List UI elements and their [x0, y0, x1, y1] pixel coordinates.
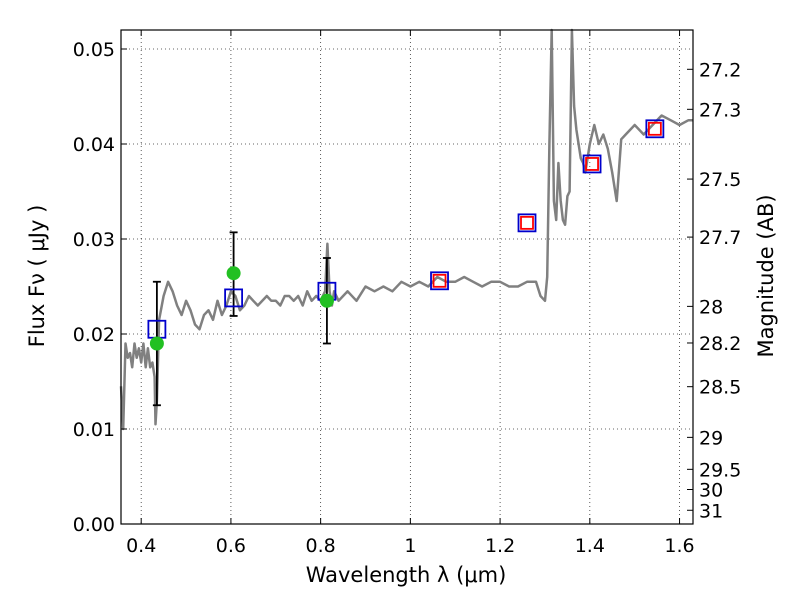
y-tick-label: 0.02 [73, 324, 115, 346]
right-tick-label: 29 [699, 427, 723, 449]
x-tick-label: 1.2 [485, 535, 515, 557]
grid [121, 30, 693, 525]
right-tick-label: 27.7 [699, 227, 741, 249]
right-tick-label: 28.2 [699, 333, 741, 355]
x-tick-label: 1.6 [664, 535, 694, 557]
tick-layer: 0.4 0.6 0.8 1 1.2 1.4 1.6 0.00 0.01 0.02 0.03 0.04 0… [73, 30, 741, 557]
errorbar-layer [152, 231, 331, 407]
spectrum-layer [119, 28, 693, 431]
y-tick-label: 0.05 [73, 39, 115, 61]
model-square-red [520, 215, 534, 230]
data-point-green [226, 266, 241, 281]
plot-frame [120, 29, 694, 525]
y-axis-label: Flux Fν ( μJy ) [25, 205, 49, 348]
x-tick-label: 1.4 [575, 535, 605, 557]
x-axis-label: Wavelength λ (μm) [306, 563, 507, 587]
x-tick-label: 0.6 [216, 535, 246, 557]
photometry-square-blue [224, 288, 244, 308]
right-tick-label: 27.2 [699, 59, 741, 81]
model-square-red [585, 157, 599, 171]
right-tick-label: 29.5 [699, 459, 741, 481]
data-point-green [319, 293, 334, 308]
model-square-red [647, 121, 662, 136]
y-tick-label: 0.00 [73, 514, 115, 536]
photometry-square-blue [517, 213, 537, 233]
x-tick-label: 0.4 [126, 535, 156, 557]
marker-layer [147, 119, 665, 351]
right-tick-label: 31 [699, 500, 723, 522]
y-tick-label: 0.01 [73, 419, 115, 441]
y-tick-label: 0.04 [73, 134, 115, 156]
photometry-square-blue [430, 271, 449, 291]
right-tick-label: 30 [699, 480, 723, 502]
right-axis-label: Magnitude (AB) [754, 194, 778, 357]
x-tick-label: 0.8 [306, 535, 336, 557]
photometry-square-blue [582, 154, 602, 174]
photometry-square-blue [645, 119, 665, 139]
right-tick-label: 27.3 [699, 99, 741, 121]
data-point-green [149, 336, 164, 351]
model-square-red [432, 273, 447, 288]
y-tick-label: 0.03 [73, 229, 115, 251]
right-tick-label: 28 [699, 296, 723, 318]
x-tick-label: 1 [404, 535, 416, 557]
spectrum-line [119, 28, 693, 431]
right-tick-label: 28.5 [699, 377, 741, 399]
right-tick-label: 27.5 [699, 169, 741, 191]
